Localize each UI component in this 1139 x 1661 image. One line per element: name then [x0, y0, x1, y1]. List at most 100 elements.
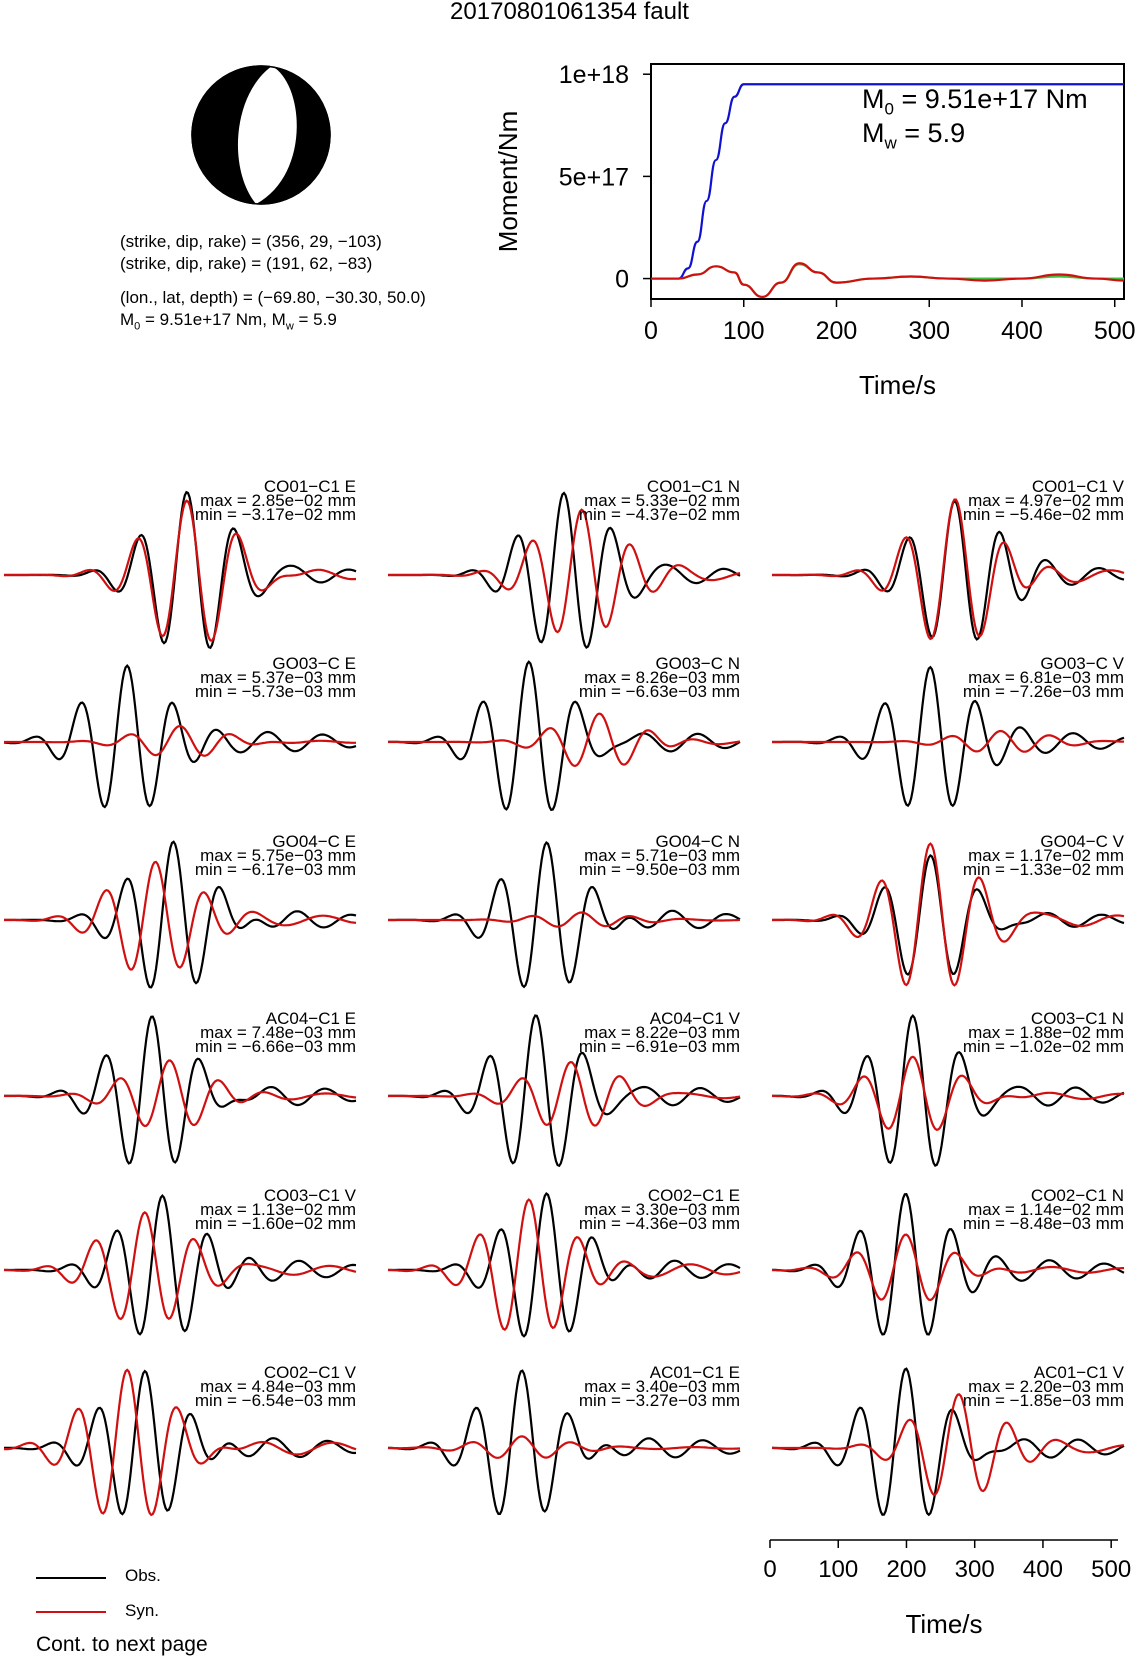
panel-min: min = −6.66e−03 mm	[194, 1037, 356, 1056]
panel-name: AC01−C1 V	[1033, 1363, 1124, 1382]
m0-annotation: M0 = 9.51e+17 Nm	[862, 84, 1088, 119]
moment-x-axis-label: Time/s	[859, 370, 936, 400]
wave-x-tick-label: 400	[1023, 1556, 1063, 1583]
moment-y-axis-label: Moment/Nm	[493, 111, 523, 253]
panel-name: GO04−C E	[272, 832, 356, 851]
syn-trace	[4, 724, 356, 757]
panel-name: GO04−C N	[655, 832, 740, 851]
panel-min: min = −6.91e−03 mm	[578, 1037, 740, 1056]
panel-min: min = −1.33e−02 mm	[962, 860, 1124, 879]
wave-x-tick-label: 500	[1091, 1556, 1131, 1583]
panel-max: max = 8.22e−03 mm	[584, 1023, 740, 1042]
syn-trace	[772, 729, 1125, 753]
moment-x-tick-label: 300	[908, 317, 950, 345]
panel-name: AC01−C1 E	[649, 1363, 740, 1382]
wave-x-axis-label: Time/s	[905, 1609, 982, 1639]
panel-max: max = 5.75e−03 mm	[200, 846, 356, 865]
strike-dip-rake-2: (strike, dip, rake) = (191, 62, −83)	[120, 254, 373, 273]
panel-name: CO03−C1 V	[263, 1186, 356, 1205]
wave-x-tick-label: 200	[886, 1556, 926, 1583]
panel-max: max = 1.88e−02 mm	[968, 1023, 1124, 1042]
panel-max: max = 1.14e−02 mm	[968, 1200, 1124, 1219]
panel-min: min = −3.27e−03 mm	[578, 1391, 740, 1410]
moment-series-2	[650, 262, 1125, 299]
panel-name: CO01−C1 N	[646, 477, 740, 496]
syn-trace	[772, 1055, 1124, 1131]
legend-syn-label: Syn.	[125, 1601, 160, 1620]
legend-obs-label: Obs.	[125, 1566, 161, 1585]
syn-trace	[388, 712, 741, 768]
moment-x-tick-label: 500	[1094, 317, 1136, 345]
wave-x-tick-label: 100	[818, 1556, 858, 1583]
moment-y-tick-label: 5e+17	[559, 163, 629, 191]
wave-x-tick-label: 0	[763, 1556, 776, 1583]
wave-x-tick-label: 300	[955, 1556, 995, 1583]
panel-min: min = −6.54e−03 mm	[194, 1391, 356, 1410]
moment-x-tick-label: 400	[1001, 317, 1043, 345]
panel-name: GO03−C N	[655, 654, 740, 673]
panel-min: min = −6.63e−03 mm	[578, 682, 740, 701]
panel-max: max = 2.20e−03 mm	[968, 1377, 1124, 1396]
syn-trace	[4, 1059, 357, 1128]
panel-max: max = 7.48e−03 mm	[200, 1023, 356, 1042]
panel-name: CO02−C1 E	[647, 1186, 740, 1205]
moment-y-tick-label: 1e+18	[559, 61, 629, 89]
panel-min: min = −4.36e−03 mm	[578, 1214, 740, 1233]
panel-max: max = 3.40e−03 mm	[584, 1377, 740, 1396]
panel-name: CO02−C1 N	[1030, 1186, 1124, 1205]
syn-trace	[388, 1060, 741, 1127]
moment-magnitude-info: M0 = 9.51e+17 Nm, Mw = 5.9	[120, 310, 337, 333]
panel-min: min = −1.85e−03 mm	[962, 1391, 1124, 1410]
panel-max: max = 6.81e−03 mm	[968, 668, 1124, 687]
panel-max: max = 4.97e−02 mm	[968, 491, 1124, 510]
beachball-dilatation	[237, 66, 297, 204]
panel-max: max = 1.13e−02 mm	[200, 1200, 356, 1219]
strike-dip-rake-1: (strike, dip, rake) = (356, 29, −103)	[120, 232, 382, 251]
syn-trace	[388, 508, 741, 634]
moment-x-tick-label: 0	[644, 317, 658, 345]
mw-annotation: Mw = 5.9	[862, 118, 966, 153]
panel-min: min = −9.50e−03 mm	[578, 860, 740, 879]
syn-trace	[388, 911, 740, 928]
panel-max: max = 1.17e−02 mm	[968, 846, 1124, 865]
panel-name: CO01−C1 E	[263, 477, 356, 496]
panel-min: min = −5.46e−02 mm	[962, 505, 1124, 524]
panel-name: AC04−C1 V	[649, 1009, 740, 1028]
panel-min: min = −3.17e−02 mm	[194, 505, 356, 524]
panel-max: max = 8.26e−03 mm	[584, 668, 740, 687]
panel-max: max = 4.84e−03 mm	[200, 1377, 356, 1396]
panel-max: max = 2.85e−02 mm	[200, 491, 356, 510]
moment-x-tick-label: 200	[816, 317, 858, 345]
panel-min: min = −4.37e−02 mm	[578, 505, 740, 524]
panel-name: CO03−C1 N	[1030, 1009, 1124, 1028]
panel-max: max = 5.37e−03 mm	[200, 668, 356, 687]
moment-y-tick-label: 0	[615, 266, 629, 294]
page-title: 20170801061354 fault	[450, 0, 689, 25]
panel-max: max = 5.71e−03 mm	[584, 846, 740, 865]
panel-name: GO04−C V	[1040, 832, 1124, 851]
panel-max: max = 5.33e−02 mm	[584, 491, 740, 510]
panel-min: min = −7.26e−03 mm	[962, 682, 1124, 701]
syn-trace	[387, 1435, 740, 1459]
beachball	[191, 65, 331, 205]
panel-name: CO02−C1 V	[263, 1363, 356, 1382]
moment-x-tick-label: 100	[723, 317, 765, 345]
continuation-note: Cont. to next page	[36, 1633, 208, 1656]
panel-name: AC04−C1 E	[265, 1009, 356, 1028]
